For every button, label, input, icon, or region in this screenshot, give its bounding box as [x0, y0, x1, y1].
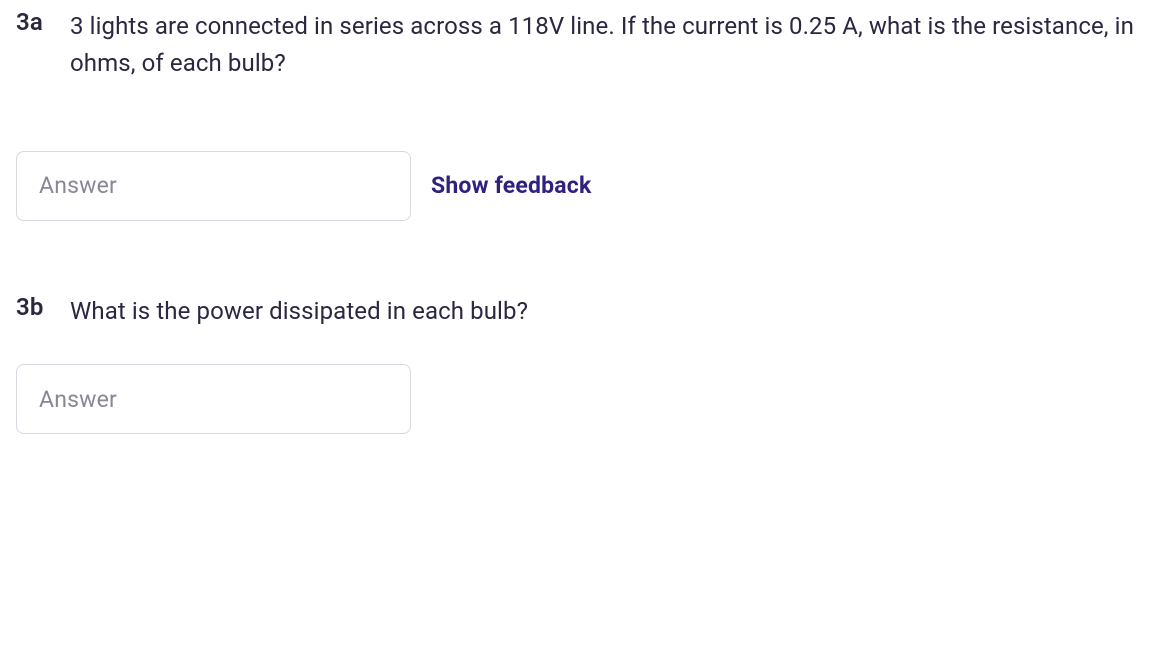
- question-text: 3 lights are connected in series across …: [70, 8, 1152, 82]
- question-text: What is the power dissipated in each bul…: [70, 293, 528, 330]
- question-page: 3a 3 lights are connected in series acro…: [0, 0, 1162, 510]
- question-row: 3b What is the power dissipated in each …: [16, 293, 1152, 330]
- question-number: 3a: [16, 8, 48, 36]
- show-feedback-link[interactable]: Show feedback: [431, 172, 592, 199]
- question-block-3a: 3a 3 lights are connected in series acro…: [16, 8, 1152, 221]
- question-number: 3b: [16, 293, 48, 321]
- question-block-3b: 3b What is the power dissipated in each …: [16, 293, 1152, 434]
- question-row: 3a 3 lights are connected in series acro…: [16, 8, 1152, 82]
- answer-input-3a[interactable]: [16, 151, 411, 221]
- answer-input-3b[interactable]: [16, 364, 411, 434]
